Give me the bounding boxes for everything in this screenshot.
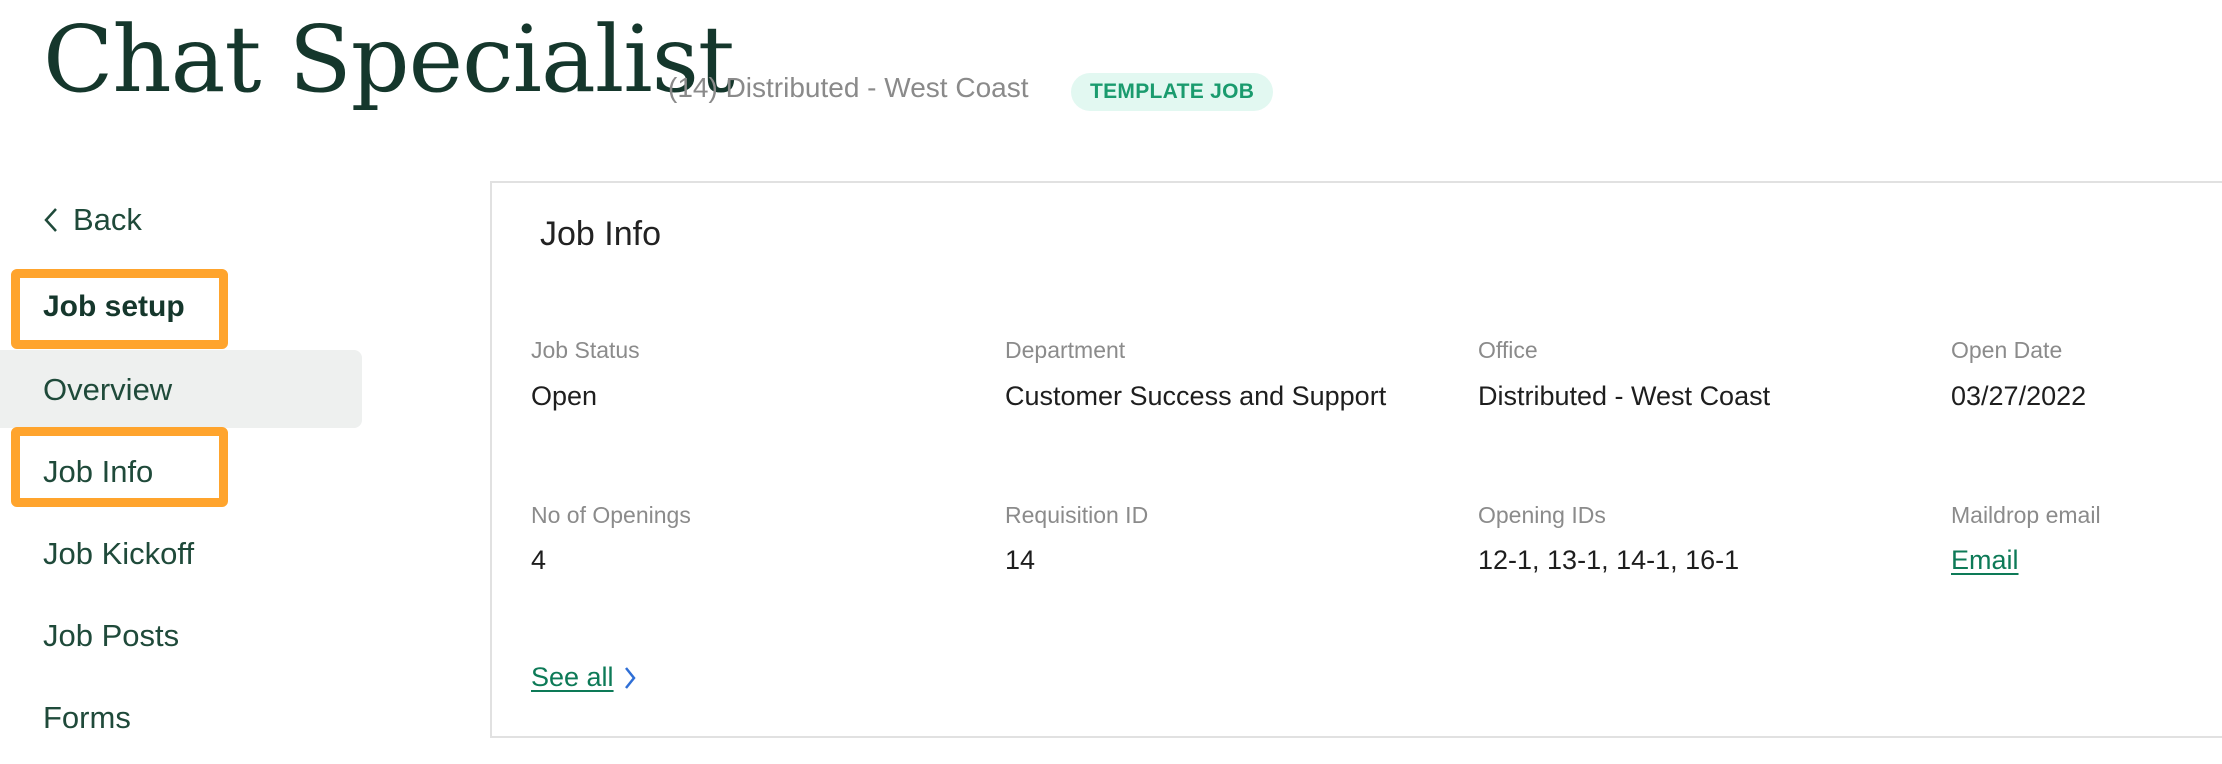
page-title: Chat Specialist [43, 6, 735, 113]
field-label-office: Office [1478, 337, 1538, 363]
field-value-opening-ids: 12-1, 13-1, 14-1, 16-1 [1478, 545, 1740, 575]
field-label-job-status: Job Status [531, 337, 640, 363]
chevron-left-icon [44, 208, 57, 232]
field-value-job-status: Open [531, 381, 598, 411]
highlight-box [11, 427, 228, 507]
maildrop-email-link[interactable]: Email [1951, 545, 2019, 575]
field-value-open-date: 03/27/2022 [1951, 381, 2087, 411]
sidebar-item-overview[interactable]: Overview [43, 372, 173, 407]
job-subtitle: (14) Distributed - West Coast [668, 72, 1029, 103]
highlight-box [11, 269, 228, 349]
field-label-opening-ids: Opening IDs [1478, 502, 1606, 528]
sidebar-item-job-kickoff[interactable]: Job Kickoff [43, 536, 195, 571]
field-value-openings: 4 [531, 545, 547, 575]
field-label-maildrop-email: Maildrop email [1951, 502, 2101, 528]
field-label-requisition-id: Requisition ID [1005, 502, 1149, 528]
field-label-openings: No of Openings [531, 502, 691, 528]
sidebar-item-job-info[interactable]: Job Info [43, 454, 154, 489]
sidebar-item-overview-bg [0, 350, 362, 428]
template-job-badge: TEMPLATE JOB [1071, 73, 1274, 111]
see-all-label[interactable]: See all [531, 662, 614, 692]
see-all-link[interactable]: See all [531, 662, 636, 693]
back-label: Back [73, 202, 142, 237]
back-link[interactable]: Back [43, 202, 142, 238]
field-value-department: Customer Success and Support [1005, 381, 1387, 411]
card-title: Job Info [540, 215, 661, 253]
sidebar-section-job-setup: Job setup [43, 290, 185, 323]
field-label-open-date: Open Date [1951, 337, 2063, 363]
job-info-card [490, 181, 2222, 738]
field-value-office: Distributed - West Coast [1478, 381, 1771, 411]
sidebar-item-forms[interactable]: Forms [43, 700, 131, 735]
chevron-right-icon [624, 666, 636, 689]
sidebar-item-job-posts[interactable]: Job Posts [43, 618, 180, 653]
field-value-requisition-id: 14 [1005, 545, 1036, 575]
field-label-department: Department [1005, 337, 1126, 363]
